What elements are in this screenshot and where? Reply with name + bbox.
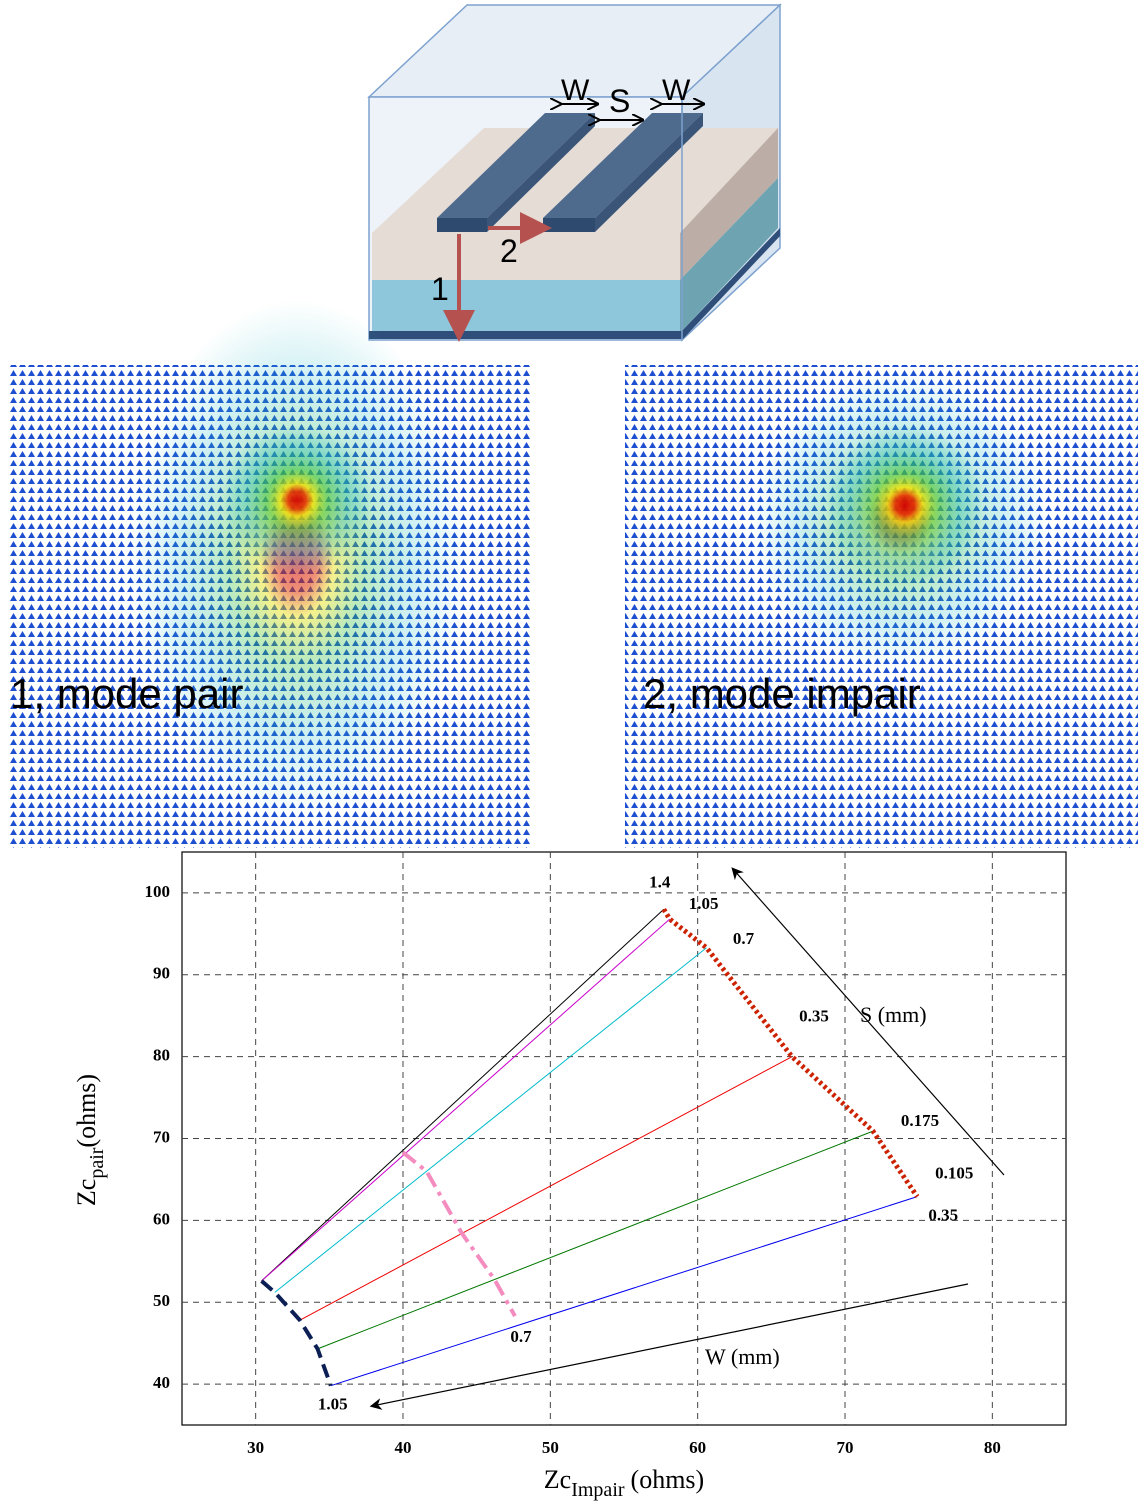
series-label: 0.105 — [935, 1164, 973, 1183]
series-line — [299, 1056, 793, 1321]
curve-line — [401, 1150, 517, 1318]
mode-label: 1, mode pair — [10, 670, 243, 717]
y-tick-label: 40 — [153, 1373, 170, 1392]
y-label-sub: pair — [86, 1147, 108, 1178]
series-line — [330, 1196, 918, 1387]
chart: 30 40 50 60 70 80 40 50 60 70 80 90 100 1.4 1.05 0.7 0.3… — [145, 852, 1066, 1457]
series-label: 0.175 — [901, 1111, 939, 1130]
curve-line — [260, 1279, 333, 1387]
curve-label: 0.35 — [928, 1206, 958, 1225]
series-line — [261, 918, 671, 1282]
x-tick-label: 40 — [395, 1438, 412, 1457]
x-axis-label: ZcImpair (ohms) — [544, 1465, 704, 1501]
spacing-label: S — [609, 83, 630, 119]
annotation: W (mm) — [705, 1344, 780, 1369]
series-label: 0.35 — [799, 1007, 829, 1026]
series-line — [274, 947, 707, 1293]
field-plot — [625, 365, 1138, 848]
y-tick-label: 90 — [153, 964, 170, 983]
series-label: 1.05 — [689, 894, 719, 913]
y-tick-label: 100 — [145, 882, 171, 901]
s-arrow — [731, 867, 1005, 1176]
y-tick-label: 60 — [153, 1209, 170, 1228]
y-tick-label: 80 — [153, 1046, 170, 1065]
mode-arrow-label: 2 — [500, 233, 518, 269]
y-label-unit: (ohms) — [72, 1074, 101, 1148]
y-axis-label: Zcpair(ohms) — [72, 1074, 108, 1206]
x-tick-label: 80 — [984, 1438, 1001, 1457]
x-label-unit: (ohms) — [631, 1465, 705, 1494]
x-tick-label: 60 — [689, 1438, 706, 1457]
series-label: 1.4 — [649, 872, 671, 891]
w-arrow — [369, 1283, 969, 1410]
x-tick-label: 50 — [542, 1438, 559, 1457]
x-label-main: Zc — [544, 1465, 571, 1494]
y-tick-label: 50 — [153, 1291, 170, 1310]
mode-label: 2, mode impair — [643, 670, 921, 717]
mode-arrow-label: 1 — [431, 271, 449, 307]
x-tick-label: 70 — [837, 1438, 854, 1457]
width-label: W — [561, 74, 590, 107]
series-label: 0.7 — [733, 929, 755, 948]
curve-label: 0.7 — [510, 1327, 532, 1346]
structure-diagram — [367, 3, 782, 342]
curve-line — [661, 908, 920, 1199]
y-tick-label: 70 — [153, 1127, 170, 1146]
series-line — [317, 1130, 874, 1350]
field-plot — [8, 300, 532, 848]
annotation: S (mm) — [860, 1002, 927, 1027]
y-label-main: Zc — [72, 1179, 101, 1206]
series-line — [261, 908, 665, 1282]
x-tick-label: 30 — [247, 1438, 264, 1457]
curve-label: 1.05 — [318, 1395, 348, 1414]
x-label-sub: Impair — [571, 1479, 625, 1501]
width-label: W — [662, 74, 691, 107]
